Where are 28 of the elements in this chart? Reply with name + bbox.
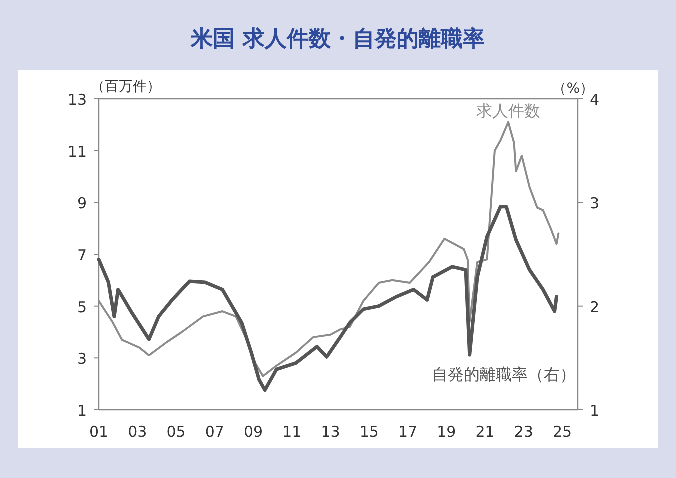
y-tick-label: 3	[77, 350, 87, 368]
x-tick-label: 11	[282, 423, 302, 441]
y-tick-label: 7	[77, 246, 87, 264]
x-tick-label: 03	[128, 423, 148, 441]
x-tick-label: 21	[476, 423, 495, 441]
y-tick-label: 9	[77, 194, 87, 213]
x-tick-label: 13	[321, 423, 340, 441]
x-tick-label: 17	[398, 423, 418, 441]
y-tick-label: 1	[77, 402, 87, 420]
x-tick-label: 15	[360, 423, 379, 441]
y2-tick-label: 3	[590, 194, 600, 213]
x-tick-label: 25	[553, 423, 572, 441]
x-tick-label: 19	[437, 423, 456, 441]
y-axis-title: （百万件）	[91, 79, 161, 95]
x-tick-label: 07	[205, 423, 224, 441]
text: 自発的離職率（右）	[432, 365, 576, 384]
y2-tick-label: 1	[590, 402, 600, 420]
y-tick-label: 5	[77, 298, 87, 316]
series-label: 求人件数	[476, 101, 540, 120]
x-tick-label: 09	[244, 423, 264, 441]
x-tick-label: 01	[89, 423, 109, 441]
y2-tick-label: 2	[590, 298, 600, 316]
y-tick-label: 13	[68, 91, 87, 109]
y-tick-label: 11	[68, 142, 87, 161]
x-tick-label: 23	[514, 423, 534, 441]
x-tick-label: 05	[166, 423, 186, 441]
chart-title: 米国 求人件数・自発的離職率	[190, 26, 485, 52]
line-series	[97, 205, 559, 392]
